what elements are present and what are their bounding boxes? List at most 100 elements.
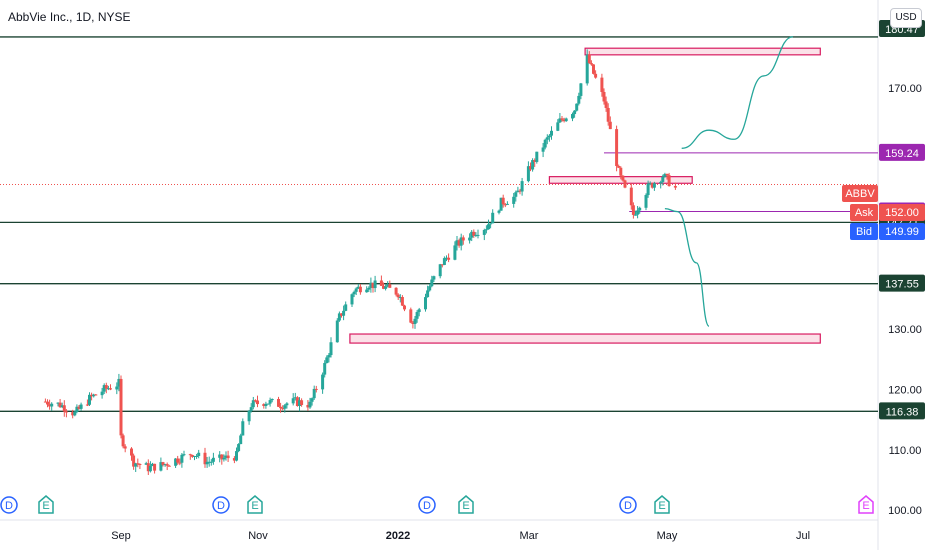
candle [543,138,547,150]
candle [178,458,182,466]
candle [461,235,465,245]
candle-body [153,463,157,471]
candle-body [379,280,383,286]
candle [587,51,591,64]
candle [621,175,625,182]
ask-price-text: 152.00 [885,207,919,219]
candle-body [585,54,589,84]
x-tick-label: Mar [520,530,539,542]
earnings-marker[interactable]: E [654,495,670,514]
candle-body [335,320,339,343]
candle [220,454,224,465]
candle-body [533,160,537,162]
candle-body [356,286,360,289]
earnings-marker[interactable]: E [458,495,474,514]
candle [529,162,532,172]
candle [123,444,127,453]
candle [403,304,406,312]
y-tick-label: 170.00 [888,83,922,95]
candle-body [430,279,434,287]
candle-body [600,77,604,92]
candle-body [314,388,318,390]
candle-body [117,378,121,387]
candle-body [503,204,507,206]
candle [547,134,551,142]
candle [239,433,243,445]
bid-label [850,223,878,240]
candle-body [264,403,268,406]
candle-body [394,287,398,295]
candle [512,192,516,208]
candle-body [308,401,312,408]
candle-body [384,286,388,289]
dividend-marker[interactable]: D [212,496,230,514]
dividend-marker[interactable]: D [619,496,637,514]
dividend-marker[interactable]: D [0,496,18,514]
candle-body [226,455,230,459]
candle-body [526,166,530,182]
candle-body [62,405,66,412]
candle [531,158,535,172]
candle-body [545,137,549,140]
candle-body [661,176,665,182]
candle-body [365,289,369,293]
candle-body [352,291,356,295]
candle [379,275,383,286]
candle-body [516,190,520,193]
dividend-marker[interactable]: D [418,496,436,514]
candle-body [132,455,136,467]
candle-body [606,107,610,122]
event-letter: E [251,500,258,512]
candle-body [310,398,314,402]
candle [424,293,427,312]
candle [367,286,371,292]
candle [249,403,253,413]
candle [615,125,619,172]
candle-body [373,280,377,289]
x-tick-label: Nov [248,530,268,542]
candle [411,320,415,329]
earnings-marker[interactable]: E [247,495,263,514]
candle-body [249,407,253,411]
candle-body [321,374,325,390]
candle-body [487,224,490,230]
candle [369,277,373,293]
candle [629,183,633,210]
candle-body [327,355,331,358]
candle-body [455,240,459,246]
candle-body [88,394,91,405]
candle-body [279,406,283,409]
candle [119,375,123,439]
earnings-marker[interactable]: E [858,495,874,514]
candle-body [529,166,532,170]
y-tick-label: 110.00 [889,445,922,457]
candle [77,404,81,410]
currency-button[interactable]: USD [890,8,922,28]
candle-body [79,404,83,409]
candle [476,229,480,239]
candle-body [577,95,581,104]
candle-body [608,121,612,130]
candle-body [167,465,171,467]
candle [340,313,343,318]
candle-body [388,284,392,288]
event-letter: D [624,500,632,512]
candle [499,197,503,211]
candle-body [178,462,182,464]
candle [188,453,192,460]
candle [474,232,478,238]
candle-body [476,234,480,236]
candle-body [43,401,47,403]
candle-body [531,160,535,170]
candle-body [48,404,52,407]
candle-body [75,406,79,412]
candle [564,117,568,122]
candle [535,151,539,164]
candle [526,161,530,183]
earnings-marker[interactable]: E [38,495,54,514]
candle [673,182,677,190]
candle [438,263,442,279]
candle-body [447,257,451,260]
